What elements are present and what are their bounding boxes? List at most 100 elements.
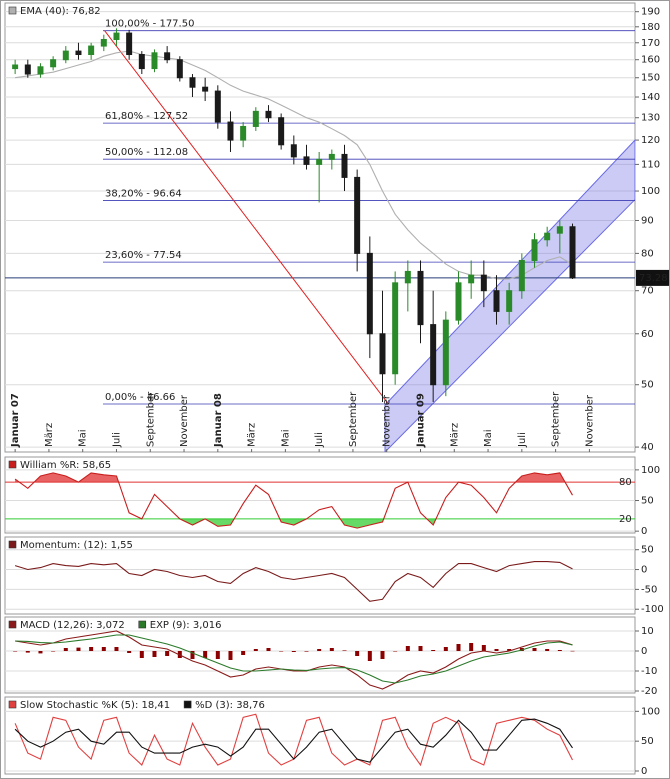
histogram-bar — [317, 649, 322, 651]
fibonacci-label: 38,20% - 96.64 — [105, 189, 182, 200]
y-tick-label: 110 — [641, 159, 660, 170]
candle-body — [265, 110, 272, 119]
histogram-bar — [25, 651, 30, 653]
y-tick-label: 50 — [641, 496, 654, 507]
candle-body — [379, 333, 386, 375]
x-tick-label: März — [449, 423, 460, 447]
histogram-bar — [63, 648, 68, 651]
histogram-bar — [89, 647, 94, 651]
candle-body — [37, 66, 44, 75]
histogram-bar — [532, 648, 537, 651]
x-tick-label: Juli — [517, 432, 528, 448]
y-tick-label: 10 — [641, 626, 654, 637]
candle-body — [189, 77, 196, 88]
candle-body — [290, 144, 297, 158]
legend-swatch — [8, 620, 17, 629]
candle-body — [531, 239, 538, 261]
histogram-bar — [469, 643, 474, 651]
series-line — [14, 718, 573, 763]
legend-swatch — [8, 700, 17, 709]
x-tick-label: September — [348, 391, 359, 447]
histogram-bar — [557, 650, 562, 651]
fibonacci-label: 23,60% - 77.54 — [105, 250, 182, 261]
y-tick-label: 80 — [641, 248, 654, 259]
candle-body — [227, 121, 234, 141]
histogram-bar — [456, 644, 461, 651]
histogram-bar — [355, 651, 360, 656]
series-line — [14, 472, 573, 529]
panel-plot — [5, 630, 635, 692]
y-tick-label: 70 — [641, 286, 654, 297]
histogram-bar — [203, 651, 208, 658]
candle-body — [506, 290, 513, 312]
panel-frame — [4, 616, 636, 694]
candle-body — [88, 45, 95, 56]
fibonacci-label: 100,00% - 177.50 — [105, 19, 194, 30]
candle-body — [278, 117, 285, 146]
histogram-bar — [215, 651, 220, 659]
histogram-bar — [51, 651, 56, 652]
x-tick-label: Juli — [314, 432, 325, 448]
histogram-bar — [139, 651, 144, 658]
y-tick-label: 100 — [641, 465, 660, 476]
fibonacci-label: 61,80% - 127.52 — [105, 111, 188, 122]
candle-body — [417, 270, 424, 326]
y-tick-label: 180 — [641, 22, 660, 33]
candle-body — [518, 259, 525, 292]
candle-body — [202, 86, 209, 92]
x-tick-label: November — [382, 394, 393, 447]
candle-body — [113, 32, 120, 40]
legend-label: Momentum: (12): 1,55 — [20, 540, 133, 551]
y-tick-label: 40 — [641, 442, 654, 453]
legend-swatch — [8, 540, 17, 549]
fibonacci-label: 50,00% - 112.08 — [105, 147, 188, 158]
candle-body — [354, 176, 361, 254]
candle-body — [164, 52, 171, 61]
legend-swatch — [8, 6, 17, 15]
histogram-bar — [304, 651, 309, 652]
x-tick-label: März — [247, 423, 258, 447]
candle-body — [544, 232, 551, 241]
histogram-bar — [165, 651, 170, 656]
x-tick-label: Mai — [483, 429, 494, 447]
x-tick-label: Januar 08 — [213, 393, 224, 448]
legend-label: William %R: 58,65 — [20, 460, 111, 471]
panel-plot — [5, 11, 635, 452]
histogram-bar — [291, 651, 296, 652]
y-tick-label: 90 — [641, 215, 654, 226]
reference-fill — [179, 518, 436, 529]
panel-plot — [5, 710, 635, 772]
x-tick-label: Januar 09 — [415, 393, 426, 448]
y-tick-label: 190 — [641, 7, 660, 18]
histogram-bar — [241, 651, 246, 655]
candle-body — [240, 125, 247, 141]
last-price-box — [636, 269, 669, 286]
legend-swatch — [8, 460, 17, 469]
candle-body — [366, 252, 373, 335]
legend-swatch — [138, 620, 147, 629]
x-tick-label: September — [145, 391, 156, 447]
candle-body — [404, 270, 411, 284]
histogram-bar — [481, 645, 486, 651]
candle-body — [303, 156, 310, 165]
candle-body — [442, 319, 449, 386]
candle-body — [62, 50, 69, 61]
series-line — [14, 561, 573, 602]
candle-body — [341, 153, 348, 178]
y-tick-label: -100 — [641, 604, 664, 615]
histogram-bar — [266, 648, 271, 651]
y-tick-label: 100 — [641, 706, 660, 717]
y-tick-label: 130 — [641, 113, 660, 124]
candle-body — [430, 324, 437, 386]
histogram-bar — [342, 650, 347, 651]
candle-body — [214, 90, 221, 123]
x-tick-label: März — [44, 423, 55, 447]
x-tick-label: September — [551, 391, 562, 447]
legend-label: Slow Stochastic %K (5): 18,41 — [20, 700, 170, 711]
last-price-label: 73.28 — [639, 273, 668, 284]
y-tick-label: 100 — [641, 186, 660, 197]
y-tick-label: 0 — [641, 526, 647, 537]
y-tick-label: 50 — [641, 736, 654, 747]
y-tick-label: 0 — [641, 766, 647, 777]
candle-body — [126, 32, 133, 56]
